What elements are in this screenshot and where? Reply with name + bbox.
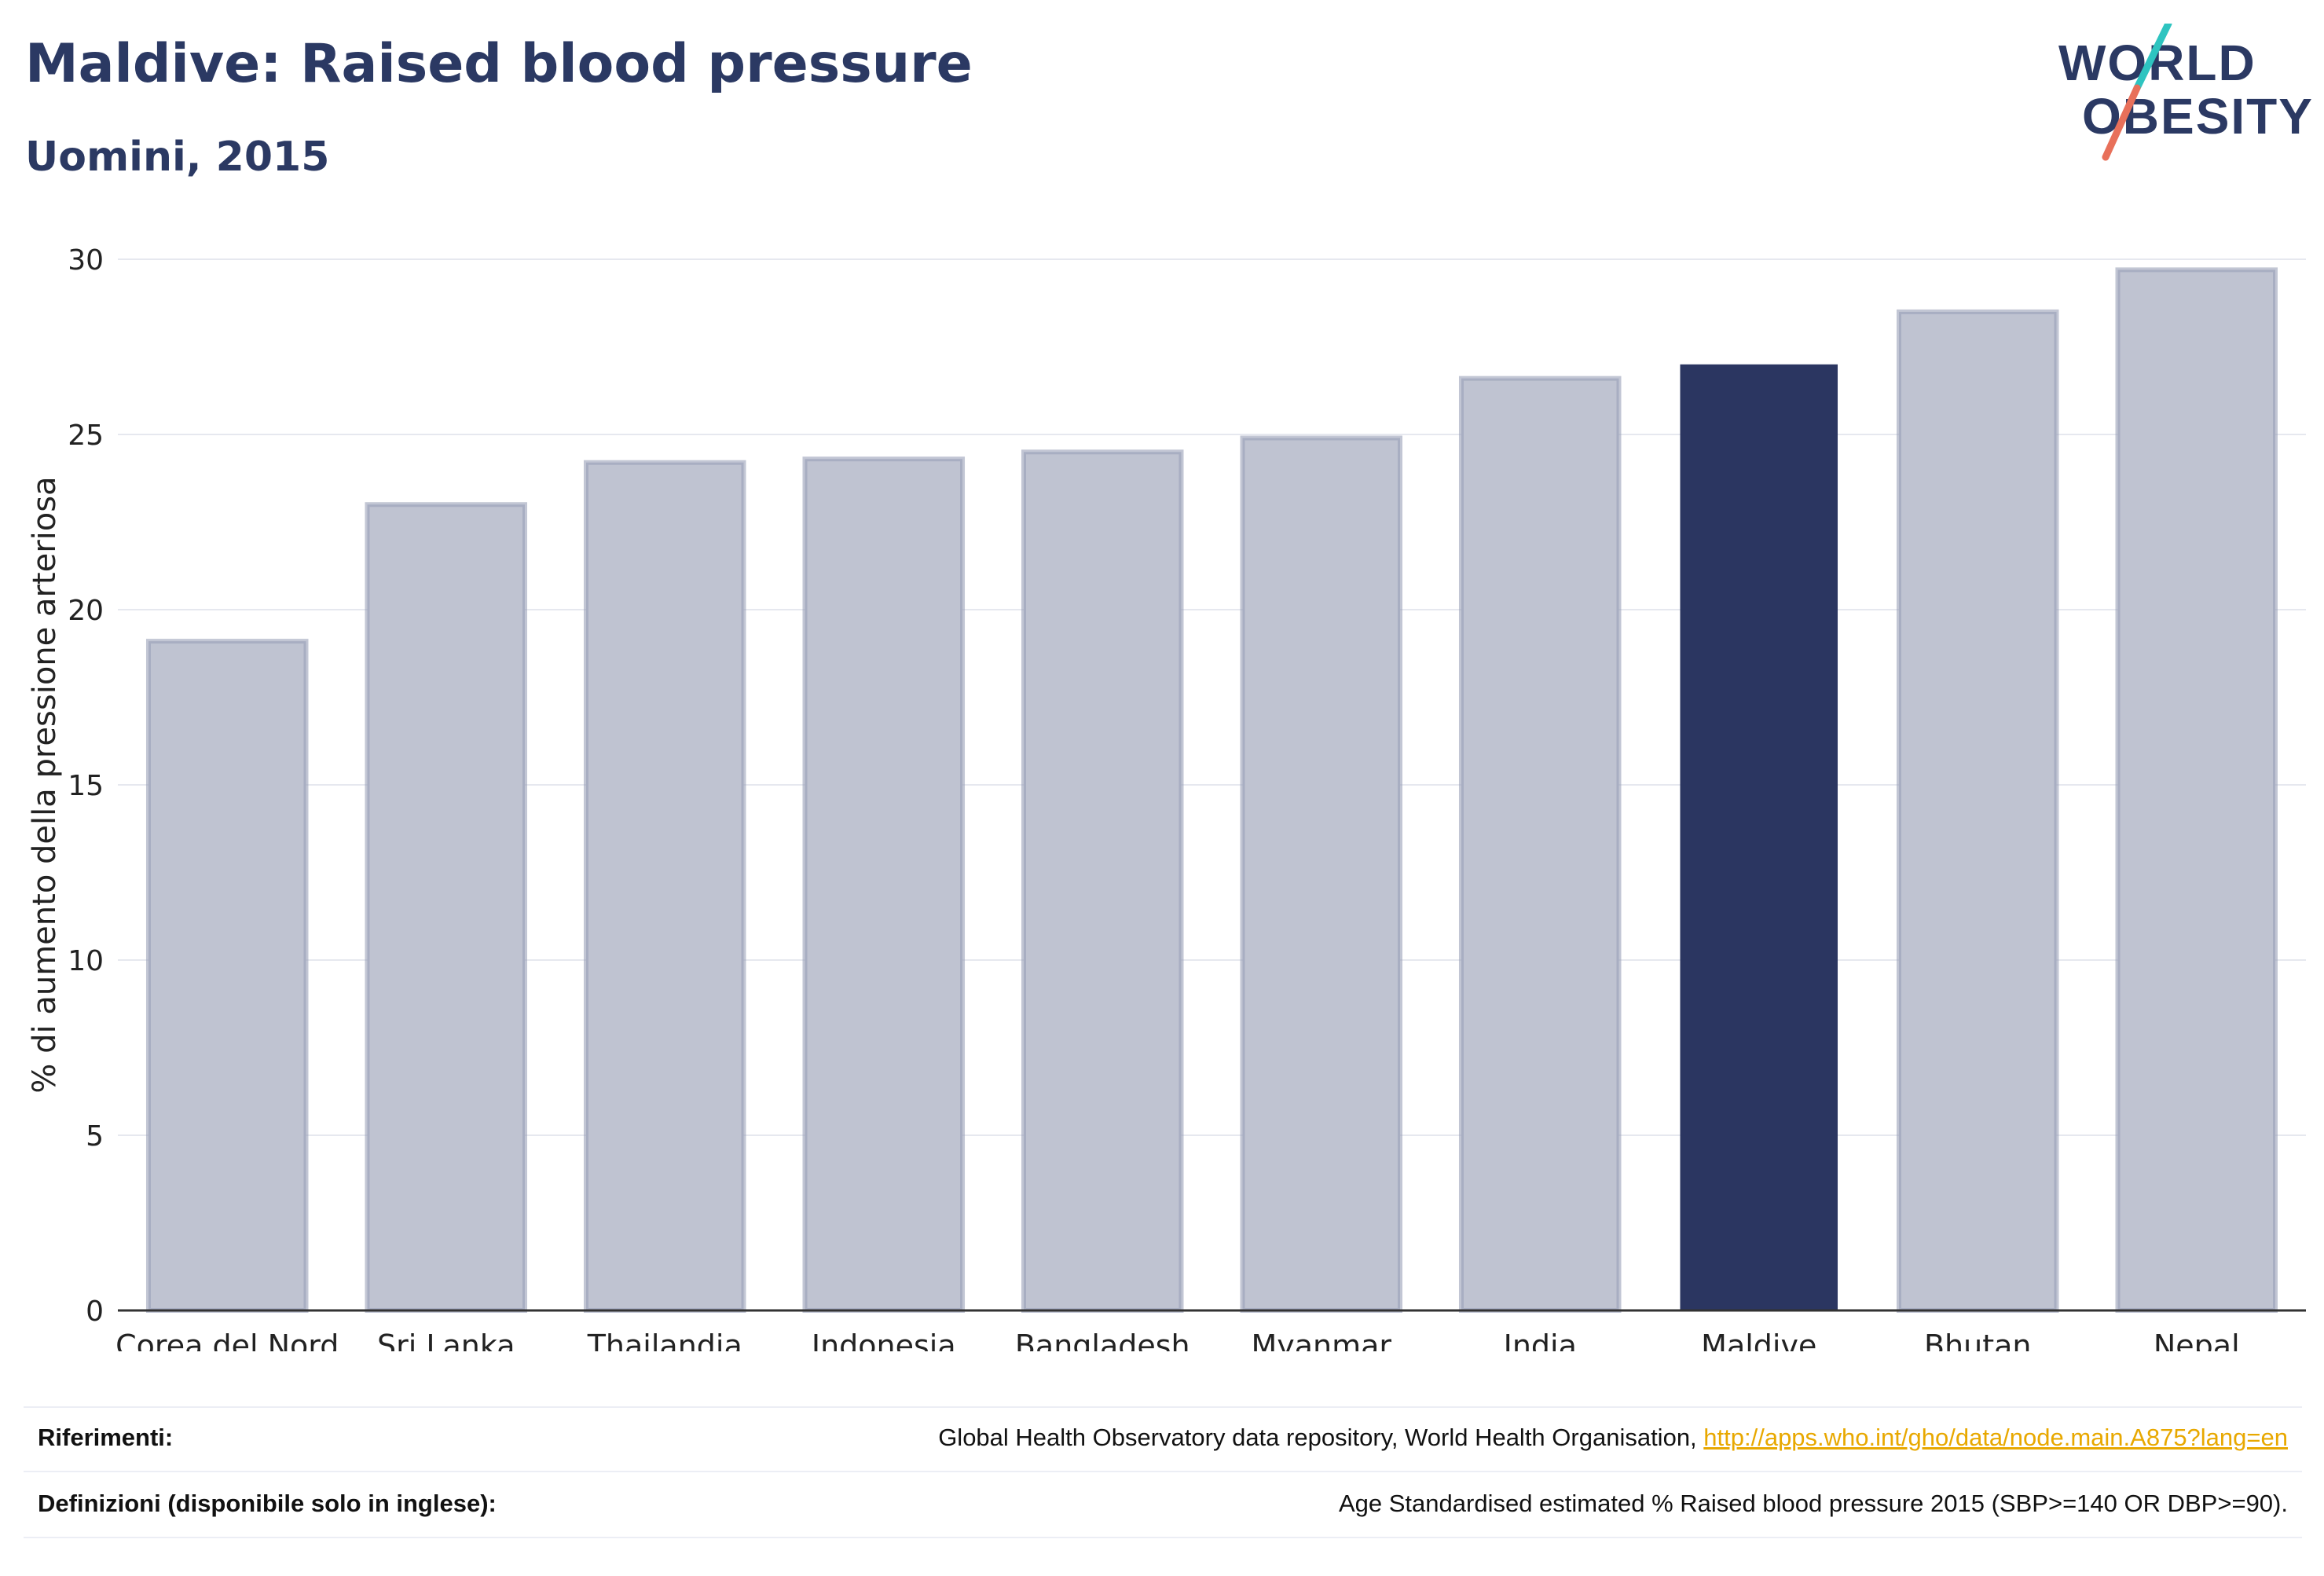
- references-text: Global Health Observatory data repositor…: [938, 1424, 1704, 1451]
- bar-thailandia: [583, 460, 746, 1313]
- y-tick-label: 20: [68, 595, 104, 627]
- x-tick-label: Nepal: [2154, 1329, 2240, 1351]
- y-tick-label: 10: [68, 945, 104, 977]
- footer-divider: [24, 1471, 2302, 1472]
- bar-maldive: [1680, 364, 1838, 1310]
- bar-bhutan: [1896, 309, 2059, 1313]
- chart-title: Maldive: Raised blood pressure: [25, 33, 973, 95]
- bar-myanmar: [1240, 435, 1403, 1314]
- y-tick-label: 25: [68, 420, 104, 452]
- definitions-row: Definizioni (disponibile solo in inglese…: [24, 1472, 2302, 1535]
- world-obesity-logo: WORLD OBESITY: [2051, 24, 2318, 165]
- x-tick-label: Thailandia: [587, 1329, 742, 1351]
- chart-subtitle: Uomini, 2015: [25, 134, 330, 181]
- bar-bangladesh: [1021, 449, 1184, 1313]
- y-tick-label: 0: [86, 1296, 104, 1328]
- x-tick-label: Bhutan: [1924, 1329, 2032, 1351]
- bar-chart: 0 5 10 15 20 25 30 Corea del Nord Sri Lanka Thail…: [0, 220, 2324, 1351]
- logo-slash-bottom: [2102, 84, 2141, 161]
- x-tick-label: India: [1504, 1329, 1577, 1351]
- references-link[interactable]: http://apps.who.int/gho/data/node.main.A…: [1703, 1424, 2288, 1451]
- x-tick-label: Maldive: [1701, 1329, 1816, 1351]
- y-tick-label: 30: [68, 244, 104, 277]
- x-tick-label: Bangladesh: [1015, 1329, 1190, 1351]
- x-tick-label: Indonesia: [812, 1329, 956, 1351]
- bar-india: [1458, 376, 1622, 1313]
- bar-indonesia: [802, 456, 966, 1314]
- references-row: Riferimenti: Global Health Observatory d…: [24, 1406, 2302, 1469]
- definitions-text: Age Standardised estimated % Raised bloo…: [1338, 1490, 2288, 1517]
- definitions-label: Definizioni (disponibile solo in inglese…: [38, 1490, 497, 1517]
- x-tick-label: Corea del Nord: [115, 1329, 339, 1351]
- references-label: Riferimenti:: [38, 1424, 174, 1451]
- footer-divider: [24, 1406, 2302, 1408]
- bar-corea-del-nord: [145, 639, 309, 1313]
- y-axis-title: % di aumento della pressione arteriosa: [27, 476, 63, 1093]
- logo-slash-top: [2133, 24, 2172, 92]
- x-tick-label: Myanmar: [1251, 1329, 1391, 1351]
- x-tick-label: Sri Lanka: [377, 1329, 515, 1351]
- y-tick-label: 5: [86, 1120, 104, 1153]
- bar-sri-lanka: [365, 502, 528, 1314]
- bar-nepal: [2115, 267, 2278, 1313]
- y-tick-label: 15: [68, 770, 104, 802]
- footer-divider: [24, 1537, 2302, 1538]
